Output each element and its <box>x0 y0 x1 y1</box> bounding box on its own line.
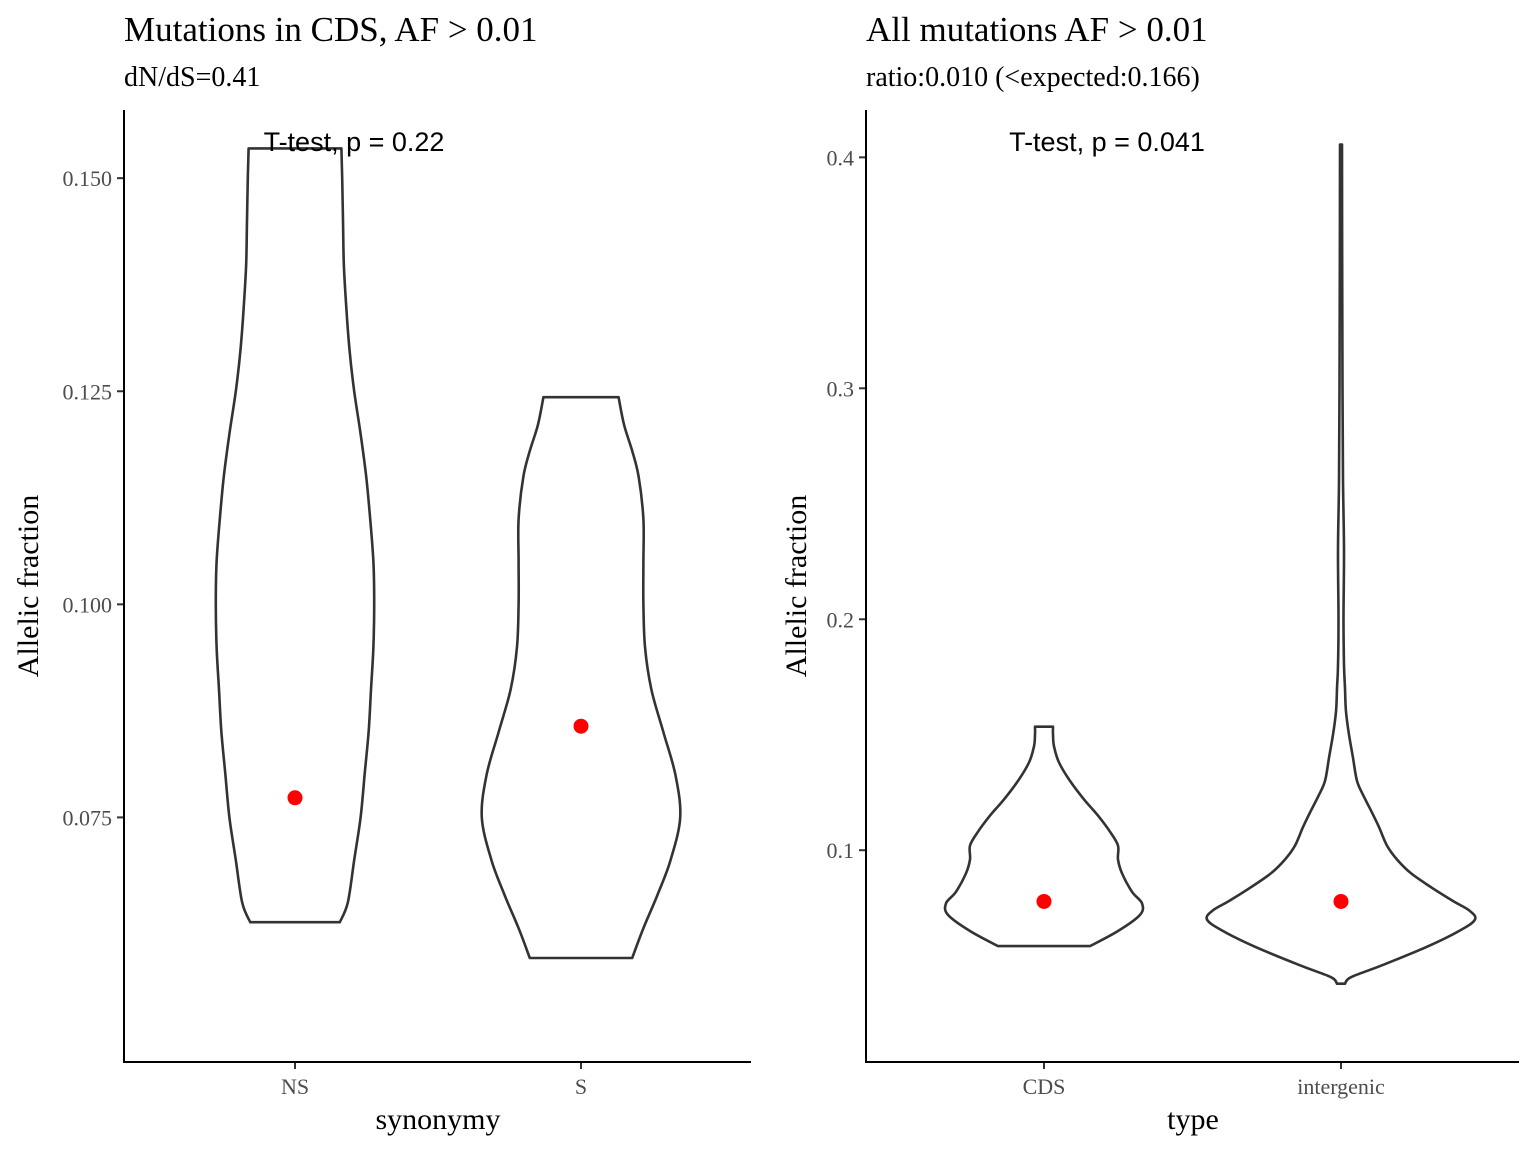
panel-title: All mutations AF > 0.01 <box>866 10 1208 49</box>
axis-lines <box>123 110 751 1063</box>
x-tick-label: CDS <box>1023 1074 1066 1099</box>
y-tick-label: 0.2 <box>827 607 855 632</box>
x-axis-title: synonymy <box>375 1103 500 1136</box>
violin-CDS <box>943 725 1145 948</box>
t-test-annotation: T-test, p = 0.041 <box>1009 127 1205 157</box>
y-tick-label: 0.3 <box>827 376 855 401</box>
mean-point-CDS <box>1036 893 1052 909</box>
panel-left: Mutations in CDS, AF > 0.01 dN/dS=0.41 0… <box>12 10 751 1136</box>
y-ticks: 0.075 0.100 0.125 0.150 <box>63 166 124 830</box>
y-tick-label: 0.4 <box>827 145 855 170</box>
violins-layer <box>214 147 682 960</box>
axis-lines <box>865 110 1519 1063</box>
x-axis-title: type <box>1167 1103 1219 1136</box>
x-tick-label: NS <box>281 1074 309 1099</box>
violin-NS <box>214 147 376 924</box>
y-axis-title: Allelic fraction <box>780 495 813 677</box>
panel-subtitle: ratio:0.010 (<expected:0.166) <box>866 62 1200 93</box>
y-ticks: 0.1 0.2 0.3 0.4 <box>827 145 866 863</box>
panel-right: All mutations AF > 0.01 ratio:0.010 (<ex… <box>780 10 1519 1136</box>
panel-title: Mutations in CDS, AF > 0.01 <box>124 10 538 49</box>
x-ticks: CDS intergenic <box>1023 1062 1385 1099</box>
violin-S <box>480 395 682 960</box>
mean-point-NS <box>287 790 303 806</box>
x-tick-label: S <box>575 1074 587 1099</box>
t-test-annotation: T-test, p = 0.22 <box>264 127 445 157</box>
y-axis-title: Allelic fraction <box>12 495 45 677</box>
y-tick-label: 0.1 <box>827 838 855 863</box>
x-ticks: NS S <box>281 1062 587 1099</box>
y-tick-label: 0.150 <box>63 166 113 191</box>
x-tick-label: intergenic <box>1297 1074 1385 1099</box>
mean-point-intergenic <box>1333 893 1349 909</box>
mean-point-S <box>573 718 589 734</box>
y-tick-label: 0.100 <box>63 592 113 617</box>
panel-subtitle: dN/dS=0.41 <box>124 62 260 93</box>
y-tick-label: 0.125 <box>63 379 113 404</box>
violin-intergenic <box>1205 143 1477 985</box>
y-tick-label: 0.075 <box>63 805 113 830</box>
violins-layer <box>943 143 1477 985</box>
